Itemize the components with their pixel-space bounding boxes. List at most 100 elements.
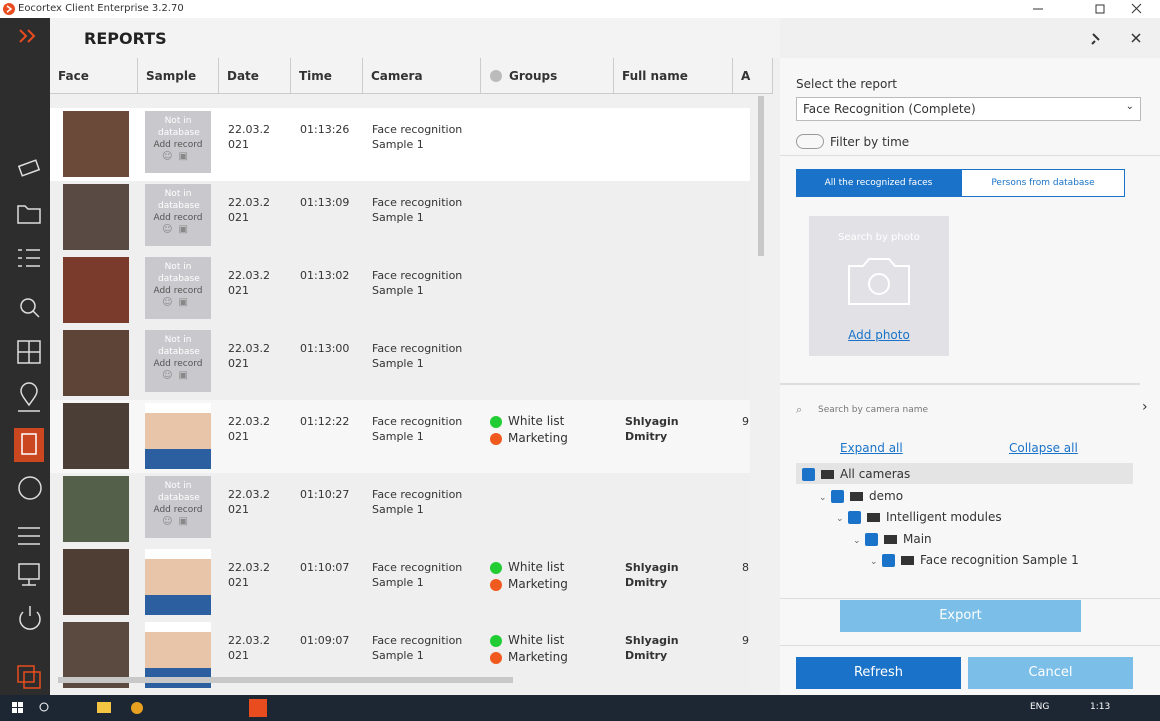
column-header[interactable]: Full name	[614, 58, 733, 94]
refresh-button[interactable]: Refresh	[796, 657, 961, 689]
face-thumbnail	[63, 257, 129, 323]
face-thumbnail	[63, 330, 129, 396]
date: 22.03.2021	[228, 269, 270, 297]
table-row[interactable]: Not in database Add record ☺▣ 22.03.2021 01:…	[50, 108, 750, 181]
collapse-all[interactable]: Collapse all	[1009, 441, 1078, 455]
column-header[interactable]: A	[733, 58, 773, 94]
column-header[interactable]: Date	[219, 58, 291, 94]
group: Marketing	[490, 650, 568, 667]
sample-icons: ☺▣	[162, 516, 194, 527]
checkbox[interactable]	[882, 554, 895, 567]
report-dropdown[interactable]: Face Recognition (Complete) ⌄	[796, 97, 1141, 121]
tree-label: All cameras	[840, 467, 911, 481]
tree-node[interactable]: ⌄ Intelligent modules	[836, 507, 1002, 527]
title-bar: Eocortex Client Enterprise 3.2.70	[0, 0, 1160, 18]
column-header[interactable]: Camera	[363, 58, 481, 94]
tree-node[interactable]: ⌄ demo	[819, 486, 903, 506]
cancel-button[interactable]: Cancel	[968, 657, 1133, 689]
group-dot	[490, 432, 502, 445]
add-photo-link[interactable]: Add photo	[848, 328, 910, 342]
window-controls[interactable]	[1025, 0, 1155, 18]
group-name: White list	[508, 633, 565, 647]
sample-icons: ☺▣	[162, 224, 194, 235]
column-a: 9	[742, 415, 749, 428]
report-panel: Select the report Face Recognition (Comp…	[780, 58, 1160, 695]
expander: ⌄	[853, 535, 861, 546]
filter-toggle[interactable]	[796, 134, 824, 149]
sample-placeholder: Not in database Add record ☺▣	[145, 330, 211, 392]
checkbox[interactable]	[848, 511, 861, 524]
groups: White list Marketing	[490, 633, 568, 667]
select-label: Select the report	[796, 77, 897, 91]
expander: ⌄	[819, 492, 827, 503]
divider	[780, 598, 1160, 599]
group-name: Marketing	[508, 577, 568, 591]
camera: Face recognition Sample 1	[372, 123, 463, 151]
add-record[interactable]: Add record	[153, 359, 203, 369]
header: REPORTS	[50, 18, 1141, 58]
group-dot	[490, 415, 502, 428]
table-row[interactable]: Not in database Add record ☺▣ 22.03.2021 01:…	[50, 254, 750, 327]
column-header[interactable]: Time	[291, 58, 363, 94]
column-header[interactable]: Sample	[138, 58, 219, 94]
date: 22.03.2021	[228, 488, 270, 516]
clock: 1:13	[1090, 702, 1111, 712]
add-record[interactable]: Add record	[153, 213, 203, 223]
column-header[interactable]: Face	[50, 58, 138, 94]
group: White list	[490, 414, 568, 431]
folder-glyph	[884, 534, 897, 544]
face-thumbnail	[63, 403, 129, 469]
date: 22.03.2021	[228, 561, 270, 589]
checkbox[interactable]	[802, 468, 815, 481]
export-button[interactable]: Export	[840, 600, 1081, 632]
sample-icons: ☺▣	[162, 370, 194, 381]
group-name: Marketing	[508, 431, 568, 445]
table-row[interactable]: 22.03.2021 01:12:22 Face recognition Sampl…	[50, 400, 750, 473]
checkbox[interactable]	[831, 489, 844, 503]
time: 01:12:22	[300, 415, 350, 428]
report-value: Face Recognition (Complete)	[803, 102, 976, 116]
group-name: White list	[508, 560, 565, 574]
tab[interactable]: Persons from database	[961, 169, 1125, 197]
camera: Face recognition Sample 1	[372, 488, 463, 516]
tree-node[interactable]: All cameras	[802, 464, 910, 484]
full-name: Shlyagin Dmitry	[625, 634, 679, 662]
expand-all[interactable]: Expand all	[840, 441, 903, 455]
tree-node[interactable]: ⌄ Main	[853, 529, 932, 549]
table-row[interactable]: Not in database Add record ☺▣ 22.03.2021 01:…	[50, 327, 750, 400]
tree-node[interactable]: ⌄ Face recognition Sample 1	[870, 550, 1079, 570]
folder-glyph	[850, 491, 863, 501]
column-header[interactable]: Groups	[481, 58, 614, 94]
expander: ⌄	[836, 514, 844, 524]
add-record[interactable]: Add record	[153, 140, 203, 150]
table-row[interactable]: Not in database Add record ☺▣ 22.03.2021 01:…	[50, 181, 750, 254]
sample-icons: ☺▣	[162, 151, 194, 162]
table-row[interactable]: 22.03.2021 01:10:07 Face recognition Sampl…	[50, 546, 750, 619]
date: 22.03.2021	[228, 342, 270, 370]
folder-glyph	[867, 513, 880, 522]
table-row[interactable]: Not in database Add record ☺▣ 22.03.2021 01:…	[50, 473, 750, 546]
camera: Face recognition Sample 1	[372, 196, 463, 224]
sample-status: Not in database	[158, 335, 200, 357]
column-a: 9	[742, 634, 749, 647]
tree-selected	[796, 463, 1133, 484]
group-name: White list	[508, 414, 565, 428]
scrollbar-v[interactable]	[758, 96, 764, 256]
camera-search[interactable]: Search by camera name	[818, 405, 929, 415]
column-a: 8	[742, 561, 749, 574]
time: 01:13:00	[300, 342, 350, 355]
taskbar: ENG 1:13	[0, 695, 1160, 721]
language[interactable]: ENG	[1030, 702, 1050, 712]
add-record[interactable]: Add record	[153, 286, 203, 296]
tab-active[interactable]: All the recognized faces	[796, 169, 961, 197]
add-record[interactable]: Add record	[153, 505, 203, 515]
checkbox[interactable]	[865, 532, 878, 546]
sample-placeholder: Not in database Add record ☺▣	[145, 111, 211, 173]
app-icon	[3, 3, 15, 15]
header-controls[interactable]	[1085, 28, 1145, 48]
scrollbar-h[interactable]	[58, 677, 513, 683]
full-name: Shlyagin Dmitry	[625, 561, 679, 589]
photo-drop[interactable]: Search by photo Add photo	[809, 216, 949, 356]
date: 22.03.2021	[228, 415, 270, 443]
sidebar	[0, 18, 50, 695]
